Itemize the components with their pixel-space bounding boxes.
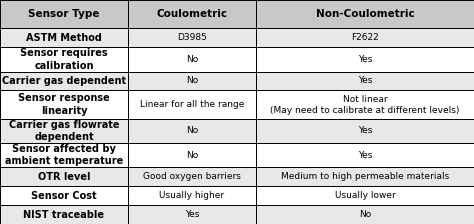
Text: Coulometric: Coulometric [156,9,228,19]
Text: Yes: Yes [358,151,372,160]
Bar [128,28,256,47]
Text: Medium to high permeable materials: Medium to high permeable materials [281,172,449,181]
Bar [0,90,128,119]
Bar [256,71,474,90]
Text: No: No [186,126,198,136]
Text: Yes: Yes [358,76,372,86]
Text: Usually lower: Usually lower [335,191,395,200]
Text: Carrier gas flowrate
dependent: Carrier gas flowrate dependent [9,120,119,142]
Text: Linear for all the range: Linear for all the range [140,100,244,109]
Bar [0,186,128,205]
Bar [128,119,256,143]
Bar [256,186,474,205]
Text: Usually higher: Usually higher [159,191,225,200]
Bar [256,119,474,143]
Bar [0,119,128,143]
Bar [128,0,256,28]
Text: Good oxygen barriers: Good oxygen barriers [143,172,241,181]
Bar [0,167,128,186]
Bar [0,143,128,167]
Text: No: No [359,210,371,219]
Bar [0,71,128,90]
Bar [128,167,256,186]
Text: Non-Coulometric: Non-Coulometric [316,9,414,19]
Text: Sensor Type: Sensor Type [28,9,100,19]
Text: ASTM Method: ASTM Method [26,33,102,43]
Bar [256,0,474,28]
Text: No: No [186,76,198,86]
Text: Carrier gas dependent: Carrier gas dependent [2,76,126,86]
Bar [256,47,474,71]
Bar [256,167,474,186]
Text: Sensor affected by
ambient temperature: Sensor affected by ambient temperature [5,144,123,166]
Bar [256,205,474,224]
Bar [0,205,128,224]
Bar [0,47,128,71]
Bar [256,28,474,47]
Text: No: No [186,55,198,64]
Text: F2622: F2622 [351,33,379,42]
Text: Sensor Cost: Sensor Cost [31,191,97,201]
Text: Sensor response
linearity: Sensor response linearity [18,93,110,116]
Bar [128,205,256,224]
Text: Yes: Yes [358,126,372,136]
Bar [128,47,256,71]
Text: Yes: Yes [358,55,372,64]
Text: No: No [186,151,198,160]
Bar [128,71,256,90]
Text: NIST traceable: NIST traceable [24,209,104,220]
Bar [256,90,474,119]
Bar [0,28,128,47]
Bar [0,0,128,28]
Text: Yes: Yes [185,210,199,219]
Text: D3985: D3985 [177,33,207,42]
Text: Sensor requires
calibration: Sensor requires calibration [20,48,108,71]
Bar [128,90,256,119]
Bar [128,186,256,205]
Text: OTR level: OTR level [38,172,90,182]
Bar [256,143,474,167]
Bar [128,143,256,167]
Text: Not linear
(May need to calibrate at different levels): Not linear (May need to calibrate at dif… [270,95,460,115]
